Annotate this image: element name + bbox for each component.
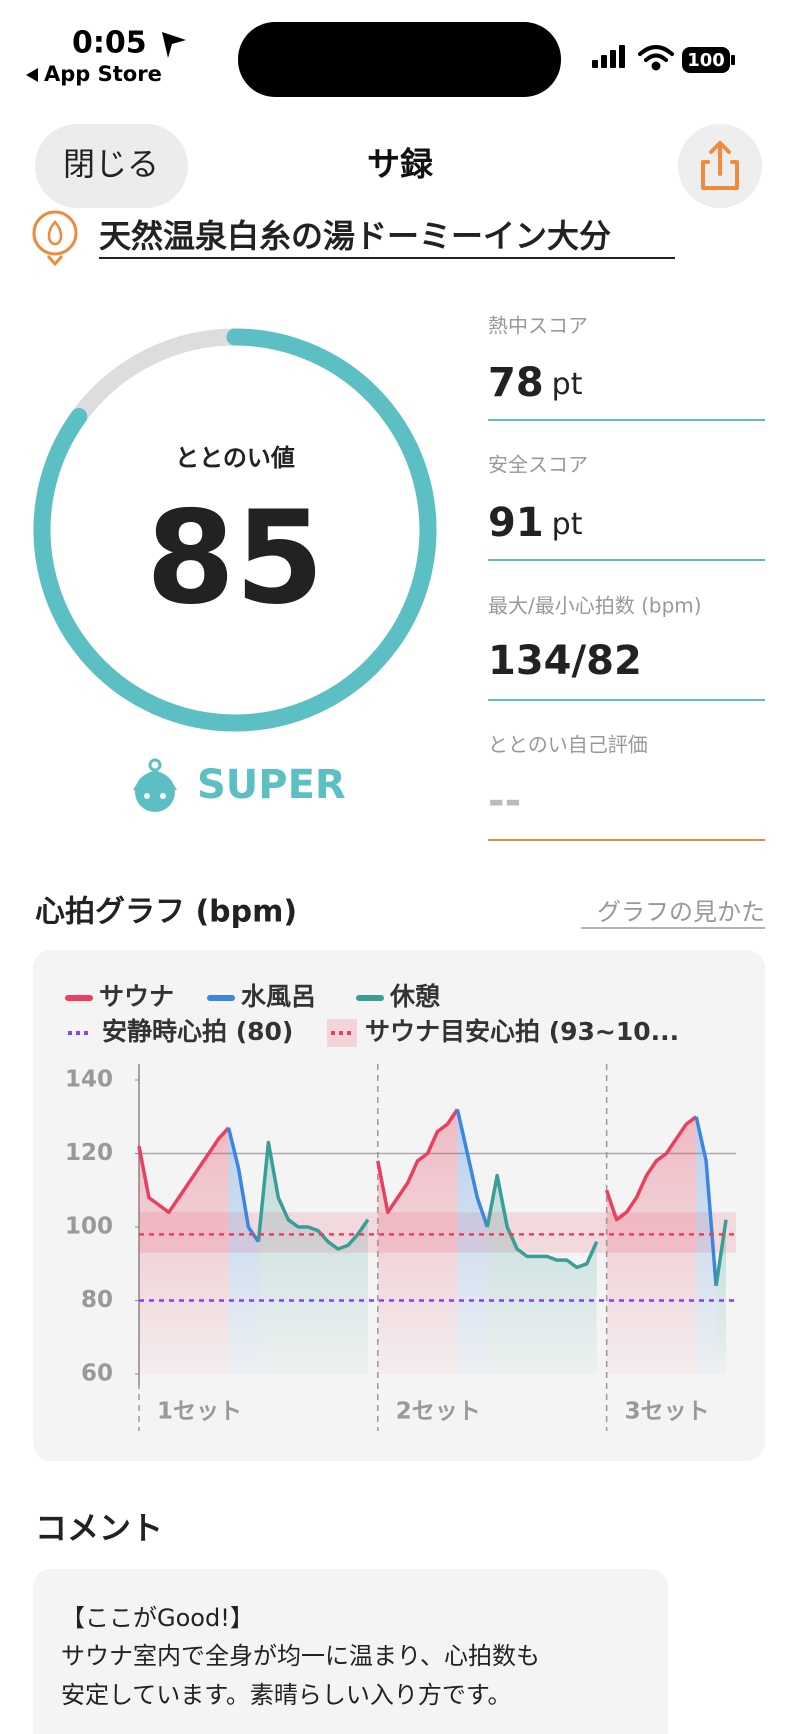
stat-label: ととのい自己評価: [488, 733, 648, 757]
facility-name[interactable]: 天然温泉白糸の湯ドーミーイン大分: [99, 217, 611, 255]
legend-label: サウナ目安心拍 (93~10...: [365, 1017, 679, 1046]
series-area: [606, 1116, 697, 1374]
series-area: [228, 1127, 259, 1374]
legend-label: 水風呂: [241, 982, 316, 1011]
rating-icon: [133, 758, 177, 812]
stat-value: 78 pt: [488, 360, 583, 406]
back-app-label[interactable]: App Store: [44, 62, 162, 86]
score-label: ととのい値: [175, 444, 295, 472]
close-label[interactable]: 閉じる: [63, 145, 159, 183]
series-line: [376, 1108, 459, 1215]
signal-icon: [592, 45, 625, 68]
battery-level: 100: [687, 50, 725, 71]
comment-line: 安定しています。素晴らしい入り方です。: [61, 1681, 511, 1709]
section-title: コメント: [35, 1509, 163, 1547]
comment-line: サウナ室内で全身が均一に温まり、心拍数も: [61, 1642, 540, 1670]
facility-icon: [32, 210, 78, 267]
stat-value[interactable]: --: [488, 778, 521, 824]
series-line: [137, 1126, 230, 1215]
y-tick-label: 100: [65, 1214, 113, 1240]
series-line: [455, 1109, 489, 1228]
stat-label: 熱中スコア: [488, 314, 588, 338]
back-arrow[interactable]: [26, 68, 38, 82]
comment-card: [33, 1569, 668, 1734]
section-title: 心拍グラフ (bpm): [35, 895, 297, 930]
series-line: [694, 1116, 718, 1286]
stat-unit: pt: [552, 367, 583, 402]
set-label: 2セット: [396, 1399, 481, 1425]
stat-label: 最大/最小心拍数 (bpm): [488, 594, 702, 618]
series-area: [696, 1116, 717, 1374]
stat-value: 134/82: [488, 638, 642, 684]
set-label: 1セット: [157, 1399, 242, 1425]
y-tick-label: 80: [81, 1287, 113, 1313]
stat-number: 78: [488, 360, 544, 406]
series-area: [139, 1127, 229, 1374]
series-line: [485, 1173, 599, 1270]
set-label: 3セット: [625, 1399, 710, 1425]
legend-label: サウナ: [99, 982, 174, 1011]
series-line: [256, 1140, 370, 1251]
series-line: [604, 1115, 698, 1222]
series-area: [716, 1219, 726, 1374]
y-tick-label: 60: [81, 1361, 113, 1387]
share-icon[interactable]: [701, 141, 739, 190]
legend-label: 休憩: [389, 982, 440, 1011]
nav-title: サ録: [367, 145, 434, 184]
series-area: [377, 1109, 458, 1374]
rating-label: SUPER: [197, 762, 346, 808]
location-icon: [162, 32, 186, 58]
y-tick-label: 140: [65, 1067, 113, 1093]
stat-number: 91: [488, 500, 544, 546]
series-area: [457, 1109, 488, 1374]
wifi-icon: [638, 45, 674, 71]
stat-unit: pt: [552, 507, 583, 542]
y-tick-label: 120: [65, 1140, 113, 1166]
dynamic-island: [238, 22, 561, 97]
legend-label: 安静時心拍 (80): [102, 1017, 293, 1046]
battery-tip: [731, 55, 735, 65]
stat-label: 安全スコア: [488, 453, 588, 477]
help-link[interactable]: グラフの見かた: [597, 898, 765, 926]
stat-value: 91 pt: [488, 500, 583, 546]
score-value: 85: [146, 484, 324, 633]
battery-icon: [682, 47, 730, 73]
status-time: 0:05: [72, 26, 147, 61]
close-button[interactable]: [35, 124, 188, 208]
series-area: [258, 1142, 368, 1374]
series-line: [714, 1219, 728, 1287]
comment-line: 【ここがGood!】: [61, 1604, 254, 1632]
series-area: [487, 1175, 597, 1374]
score-ring: [33, 328, 437, 732]
